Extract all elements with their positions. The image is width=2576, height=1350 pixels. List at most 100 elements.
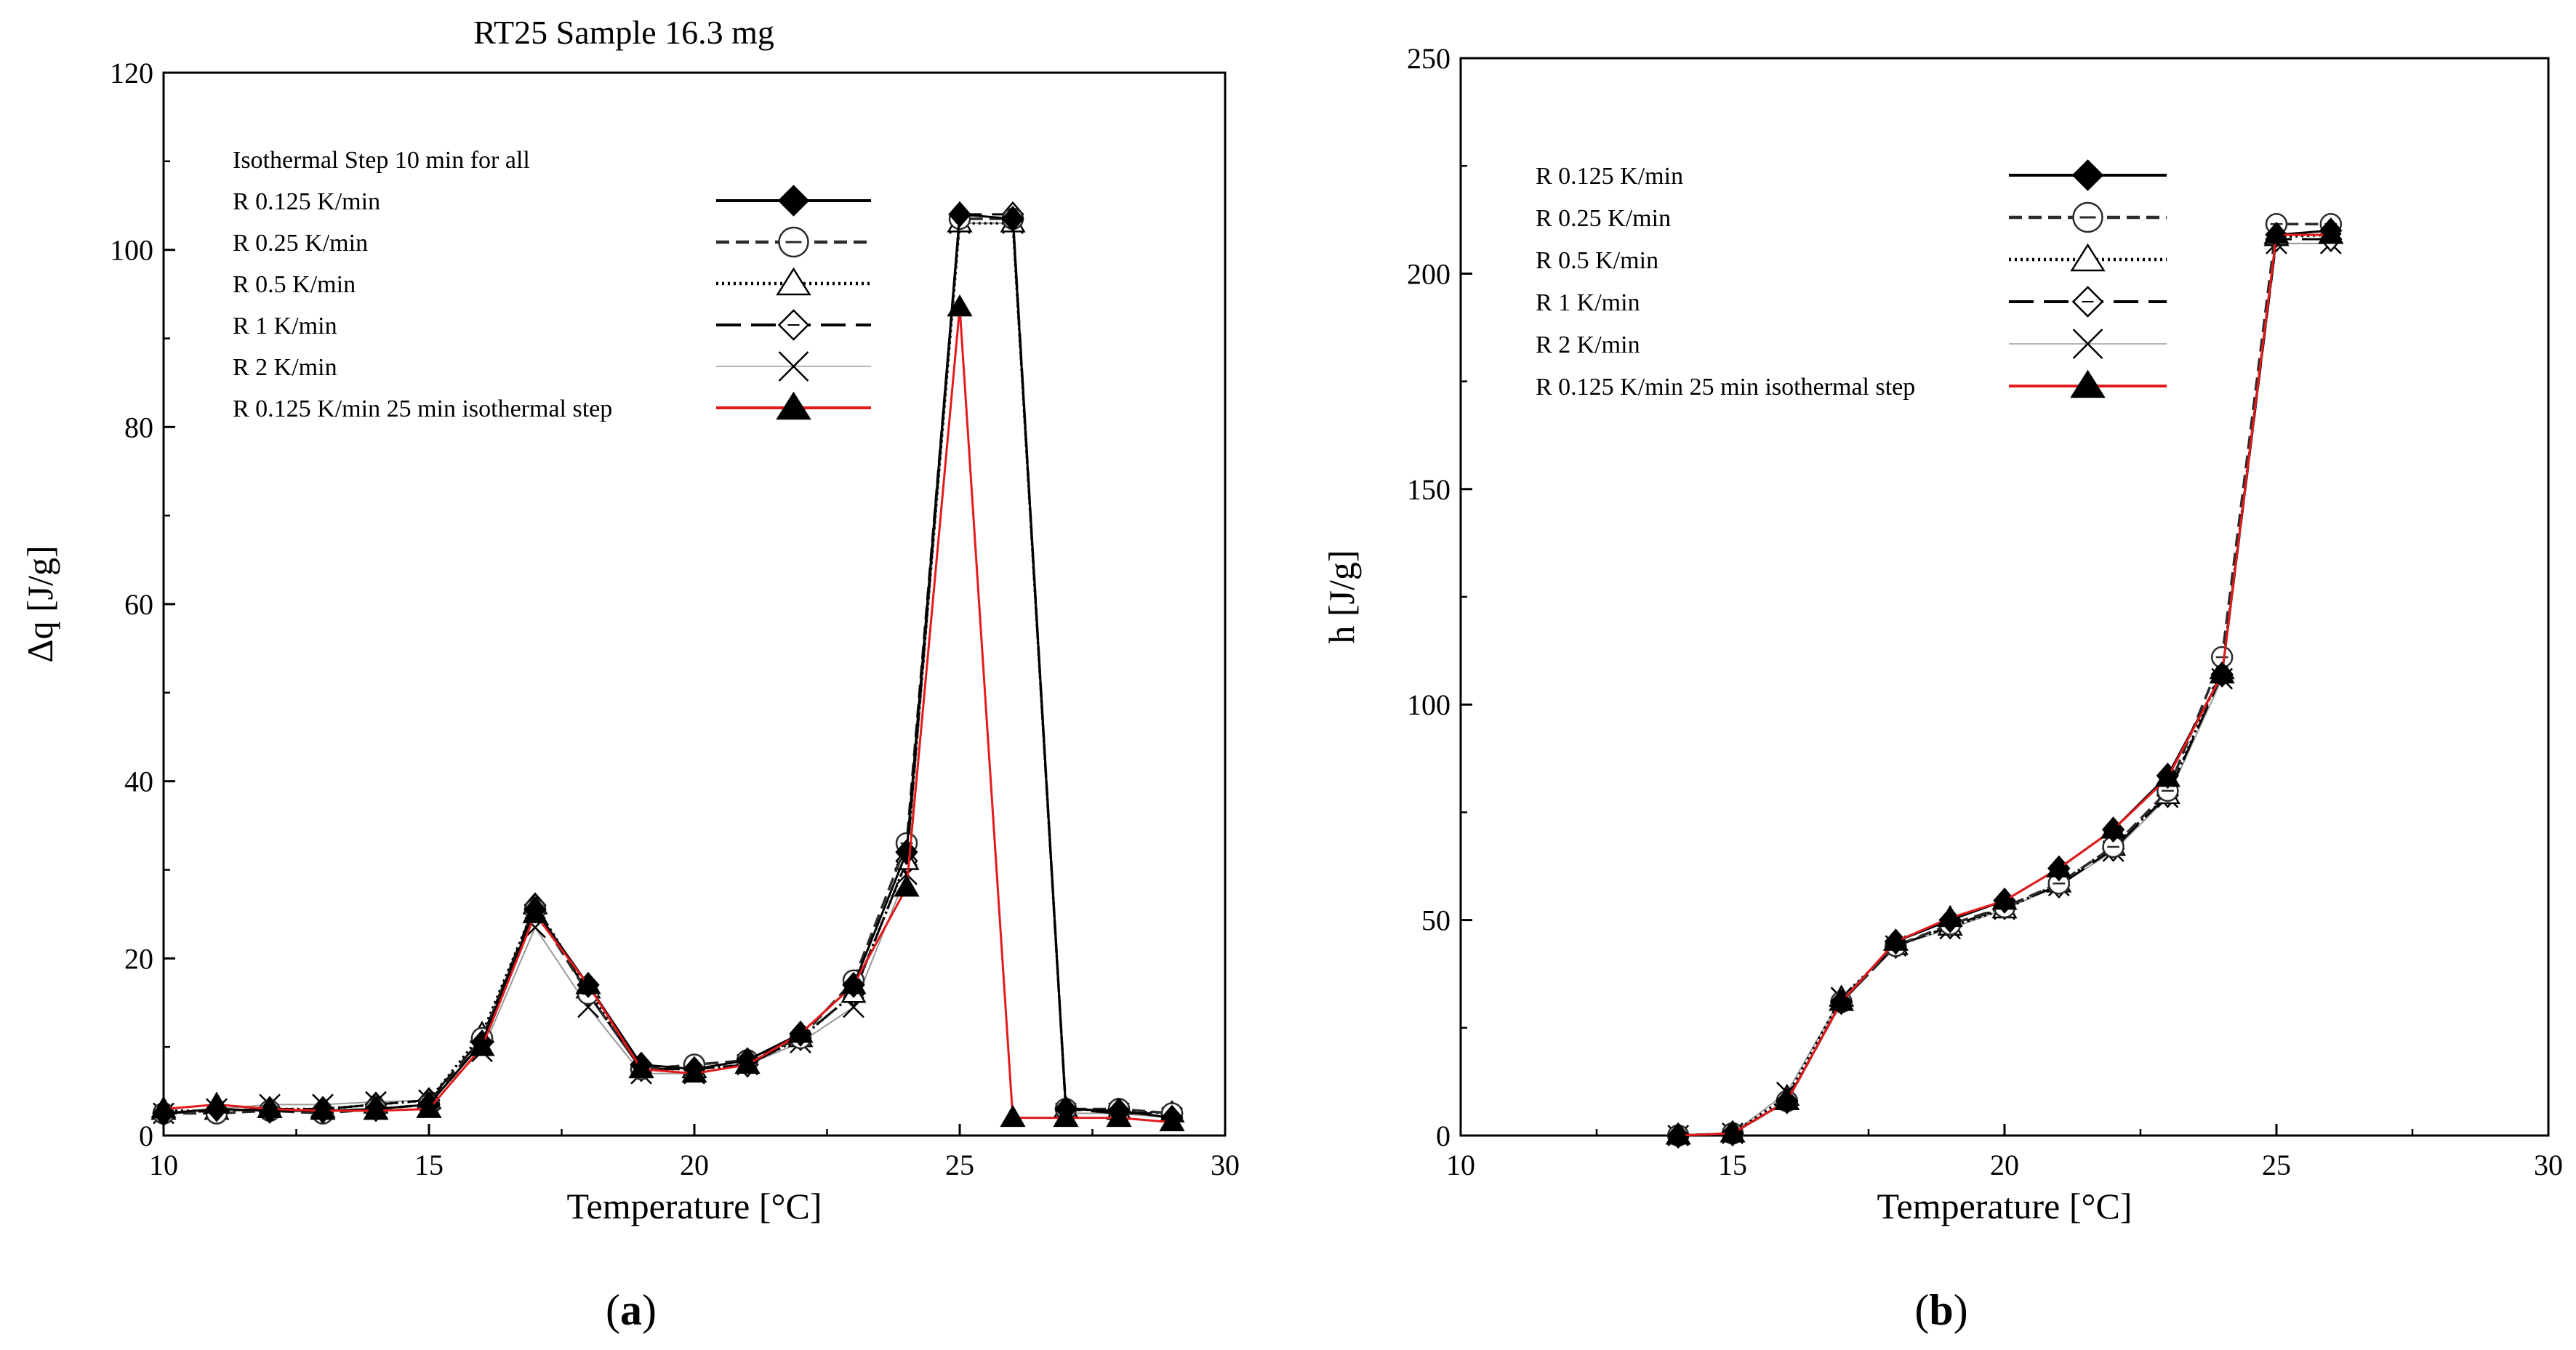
chart-b-panel-label: (b) [1914, 1286, 1967, 1334]
chart-b-series-5-point [2046, 855, 2072, 877]
chart-b-series-5-point [1882, 928, 1909, 951]
chart-a-legend-item-3: R 1 K/min [233, 309, 871, 341]
chart-a-panel-label: (a) [606, 1286, 657, 1334]
chart-b-legend-item-3: R 1 K/min [1536, 286, 2167, 318]
chart-a-y-tick-label: 0 [139, 1120, 153, 1152]
chart-b-y-axis-title: h [J/g] [1321, 550, 1362, 643]
chart-a-y-tick-label: 20 [124, 942, 153, 975]
chart-a-legend-item-0: R 0.125 K/min [233, 185, 871, 217]
chart-a-series-2 [151, 210, 1185, 1122]
chart-a-series-5-point [416, 1096, 442, 1118]
chart-b-y-tick-label: 150 [1407, 473, 1450, 506]
chart-a-series-5-point [947, 294, 973, 317]
chart-b-series-5 [1665, 222, 2344, 1145]
chart-b-legend-marker-5 [2070, 369, 2106, 398]
chart-b-x-tick-label: 15 [1718, 1149, 1747, 1181]
chart-a-series-0-point [948, 201, 971, 228]
chart-b-y-tick-labels: 0 50 100 150 200 250 [1407, 42, 1450, 1152]
chart-b-series-5-point [2209, 661, 2235, 684]
chart-a-x-tick-labels: 10 15 20 25 30 [149, 1149, 1240, 1181]
chart-b-series-5-point [2318, 222, 2344, 244]
chart-b-legend-item-1: R 0.25 K/min [1536, 201, 2167, 233]
chart-a-legend-label-5: R 0.125 K/min 25 min isothermal step [233, 395, 612, 422]
panel-b: 10 15 20 25 30 0 50 100 150 200 250 Temperature [… [1321, 42, 2563, 1334]
chart-b-series-2 [1665, 222, 2344, 1145]
chart-b-series-1 [1666, 212, 2343, 1147]
chart-a-legend-item-1: R 0.25 K/min [233, 226, 871, 258]
chart-b-y-tick-label: 250 [1407, 42, 1450, 75]
chart-a-legend-marker-0 [777, 185, 810, 217]
chart-a-series-5-point [1159, 1109, 1185, 1132]
chart-a-legend-label-1: R 0.25 K/min [233, 230, 368, 257]
chart-a-series-5-point [681, 1060, 707, 1083]
chart-b-ticks [1459, 57, 2550, 1137]
chart-a-series-5-point [310, 1097, 336, 1120]
chart-a-legend-label-2: R 0.5 K/min [233, 271, 356, 298]
chart-b-series-5-point [2154, 765, 2180, 787]
chart-b-series-0 [1666, 217, 2343, 1149]
chart-a-title: RT25 Sample 16.3 mg [473, 14, 774, 51]
chart-b-series-4 [1667, 233, 2342, 1146]
chart-a-legend-marker-2 [776, 267, 811, 296]
chart-a-y-tick-labels: 0 20 40 60 80 100 120 [110, 57, 153, 1152]
chart-a-series-0-point [895, 839, 918, 866]
chart-b-series-5-point [1829, 989, 1855, 1011]
chart-b-x-axis-title: Temperature [°C] [1877, 1186, 2132, 1226]
chart-b-x-tick-label: 20 [1990, 1149, 2019, 1181]
chart-b-series-5-line [1678, 233, 2331, 1137]
chart-a-legend-marker-4 [778, 351, 809, 382]
chart-a-y-tick-label: 120 [110, 57, 153, 89]
chart-a-y-tick-label: 40 [124, 766, 153, 798]
chart-a-series-5-point [628, 1056, 654, 1079]
chart-b-legend-marker-2 [2070, 243, 2106, 272]
chart-b-legend-item-5: R 0.125 K/min 25 min isothermal step [1536, 369, 2167, 401]
chart-a-series-5 [151, 294, 1185, 1132]
chart-a-series-3 [152, 201, 1184, 1127]
chart-b-x-tick-label: 30 [2534, 1149, 2563, 1181]
chart-a-series-5-point [522, 901, 548, 923]
chart-b-y-tick-label: 100 [1407, 688, 1450, 721]
chart-b-y-tick-label: 200 [1407, 257, 1450, 290]
chart-b-y-tick-label: 0 [1436, 1120, 1450, 1152]
chart-b-legend-marker-0 [2071, 159, 2104, 191]
chart-a-legend-item-4: R 2 K/min [233, 351, 871, 382]
chart-a-y-tick-label: 100 [110, 234, 153, 267]
chart-a-series-5-point [734, 1051, 761, 1074]
chart-b-legend-label-4: R 2 K/min [1536, 332, 1640, 358]
chart-a-legend-item-5: R 0.125 K/min 25 min isothermal step [233, 391, 871, 422]
chart-b-legend-label-5: R 0.125 K/min 25 min isothermal step [1536, 374, 1915, 401]
chart-b-legend-label-2: R 0.5 K/min [1536, 247, 1658, 274]
chart-a-x-tick-label: 15 [414, 1149, 444, 1181]
chart-b-series-5-point [2100, 816, 2127, 839]
chart-b-series-5-point [1774, 1088, 1800, 1111]
chart-a-series-5-point [840, 971, 867, 995]
chart-b-legend-label-0: R 0.125 K/min [1536, 163, 1683, 190]
chart-b-legend-label-3: R 1 K/min [1536, 289, 1640, 316]
chart-a-x-tick-label: 20 [680, 1149, 709, 1181]
chart-a-legend-label-3: R 1 K/min [233, 313, 337, 339]
chart-a-series-1 [152, 207, 1184, 1125]
chart-a-series-5-point [894, 874, 920, 897]
chart-a-series-5-point [1106, 1104, 1132, 1128]
chart-b-x-tick-label: 25 [2262, 1149, 2291, 1181]
chart-a-y-tick-label: 80 [124, 411, 153, 443]
chart-a-x-tick-label: 30 [1211, 1149, 1240, 1181]
chart-b-x-tick-labels: 10 15 20 25 30 [1446, 1149, 2563, 1181]
chart-a-x-tick-label: 25 [945, 1149, 974, 1181]
chart-b-legend-item-2: R 0.5 K/min [1536, 243, 2167, 274]
chart-a-series-5-point [204, 1091, 230, 1114]
chart-a-legend-marker-5 [776, 391, 811, 420]
chart-b-legend-item-0: R 0.125 K/min [1536, 159, 2167, 191]
chart-b-x-tick-label: 10 [1446, 1149, 1475, 1181]
chart-a-y-axis-title: Δq [J/g] [20, 545, 60, 662]
chart-a-ticks [162, 71, 1227, 1137]
chart-a-legend-header: Isothermal Step 10 min for all [233, 147, 530, 174]
chart-a-series-4 [153, 212, 1183, 1129]
chart-a-series-5-point [363, 1097, 389, 1120]
chart-a-series-5-point [257, 1096, 283, 1118]
chart-a-series-5-point [1000, 1104, 1026, 1128]
chart-a-series-2-line [164, 222, 1173, 1115]
chart-a-series-5-point [1053, 1104, 1079, 1128]
chart-a-legend: Isothermal Step 10 min for all R 0.125 K/… [233, 147, 871, 422]
